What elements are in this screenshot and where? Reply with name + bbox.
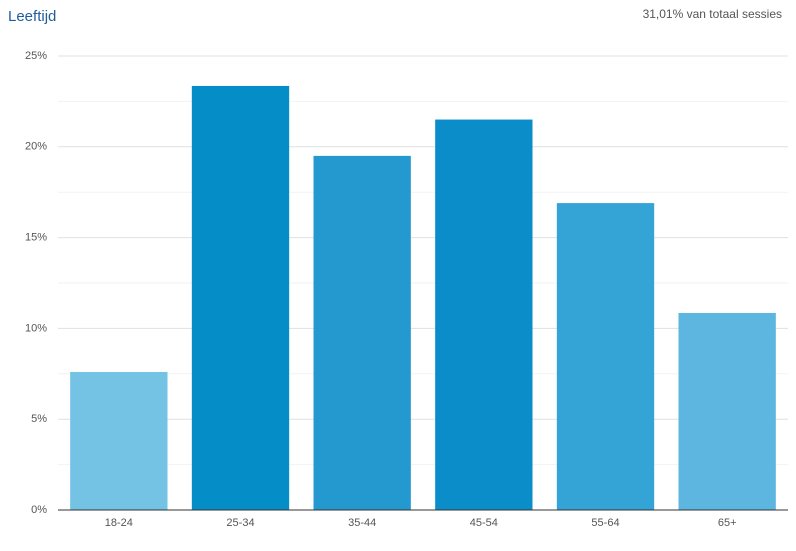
chart-subtitle: 31,01% van totaal sessies [643, 7, 782, 21]
y-tick-label: 20% [25, 141, 47, 153]
y-tick-label: 0% [31, 504, 47, 516]
bar [556, 203, 655, 510]
x-tick-label: 65+ [718, 517, 737, 529]
y-tick-label: 5% [31, 413, 47, 425]
bar [435, 119, 533, 510]
y-tick-label: 25% [25, 50, 47, 62]
x-tick-label: 55-64 [591, 517, 619, 529]
bar [70, 371, 168, 510]
chart-title: Leeftijd [8, 8, 56, 25]
y-tick-label: 15% [25, 232, 47, 244]
y-tick-label: 10% [25, 322, 47, 334]
x-tick-label: 18-24 [105, 517, 133, 529]
x-tick-label: 25-34 [226, 517, 254, 529]
bar [191, 85, 290, 511]
x-tick-label: 35-44 [348, 517, 376, 529]
bar [313, 155, 411, 510]
bar [678, 312, 776, 510]
x-tick-label: 45-54 [470, 517, 498, 529]
